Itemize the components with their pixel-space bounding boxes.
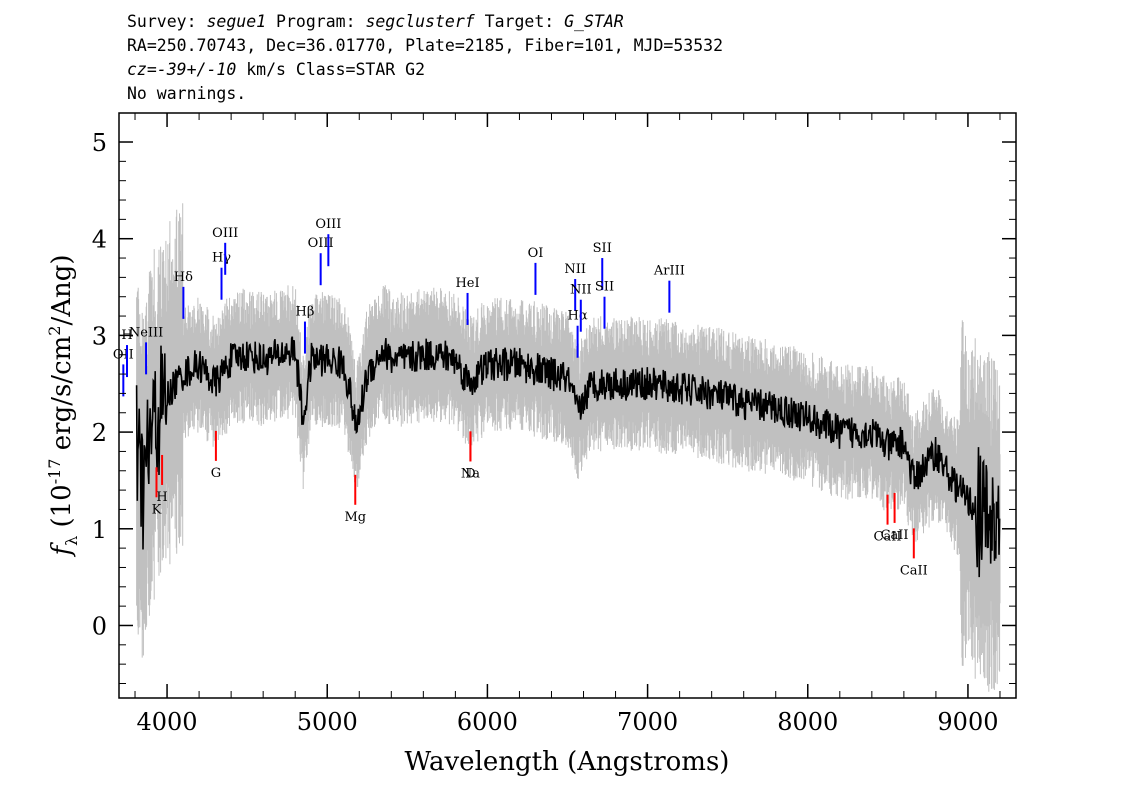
x-tick-label: 7000 (617, 708, 678, 736)
absorption-line-label: K (152, 502, 162, 517)
spectral-line-markers: OIIHNeIIIHδHγOIIIHβOIIIOIIIHeIOINIIHαNII… (113, 217, 928, 578)
emission-line-label: OIII (308, 236, 334, 251)
header-line-3: cz=-39+/-10 km/s Class=STAR G2 (127, 58, 1027, 82)
absorption-line-label: D (465, 466, 475, 481)
header-line-4: No warnings. (127, 84, 247, 103)
emission-line-label: Hβ (296, 305, 315, 320)
absorption-line-label: H (156, 490, 167, 505)
y-axis-exponent: -17 (45, 459, 64, 485)
flux-series (135, 336, 1001, 578)
y-tick-label: 0 (92, 612, 107, 640)
x-tick-label: 8000 (777, 708, 838, 736)
flux-line (135, 336, 1001, 578)
y-axis-end: /Ang) (47, 254, 77, 325)
emission-line-label: NeIII (129, 325, 163, 340)
emission-line-label: NII (570, 283, 592, 298)
absorption-line-label: Na (461, 466, 480, 481)
header-line-1: Survey: segue1 Program: segclusterf Targ… (127, 10, 1027, 34)
emission-line-label: NII (564, 262, 586, 277)
x-tick-label: 9000 (937, 708, 998, 736)
x-tick-label: 5000 (297, 708, 358, 736)
program-value: segclusterf (365, 12, 475, 31)
y-tick-label: 2 (92, 419, 107, 447)
survey-label: Survey: (127, 12, 207, 31)
y-axis-exponent-2: 2 (45, 326, 64, 336)
emission-line-label: OIII (212, 226, 238, 241)
absorption-line-label: CaII (881, 528, 909, 543)
y-axis-text-main: (10 (47, 484, 77, 536)
x-axis-title: Wavelength (Angstroms) (405, 747, 730, 777)
y-axis-symbol-sub: λ (62, 536, 81, 546)
emission-line-label: Hδ (174, 270, 193, 285)
y-axis-units: erg/s/cm (47, 336, 77, 459)
emission-line-label: Hα (568, 309, 588, 324)
axis-ticks: 4000 5000 6000 7000 8000 9000 0 1 2 3 4 5 (92, 113, 1016, 736)
absorption-line-label: CaII (874, 530, 902, 545)
x-tick-label: 4000 (137, 708, 198, 736)
emission-line-label: SII (593, 241, 612, 256)
absorption-line-label: Mg (344, 510, 366, 525)
absorption-line-label: CaII (900, 563, 928, 578)
y-tick-label: 3 (92, 322, 107, 350)
emission-line-label: HeI (455, 276, 479, 291)
absorption-line-label: G (211, 466, 221, 481)
y-tick-label: 4 (92, 226, 107, 254)
survey-value: segue1 (206, 12, 267, 31)
y-tick-label: 1 (92, 516, 107, 544)
target-label: Target: (474, 12, 565, 31)
y-tick-label: 5 (92, 129, 107, 157)
redshift-value: cz=-39+/-10 (127, 60, 237, 79)
emission-line-label: SII (595, 280, 614, 295)
class-text: km/s Class=STAR G2 (236, 60, 426, 79)
emission-line-label: OI (528, 246, 544, 261)
program-label: Program: (266, 12, 366, 31)
plot-frame (118, 112, 1017, 699)
y-axis-title: fλ (10-17 erg/s/cm2/Ang) (45, 254, 81, 557)
header-line-2: RA=250.70743, Dec=36.01770, Plate=2185, … (127, 36, 724, 55)
spectrum-header: Survey: segue1 Program: segclusterf Targ… (127, 10, 1027, 106)
emission-line-label: OIII (315, 217, 341, 232)
x-tick-label: 6000 (457, 708, 518, 736)
emission-line-label: ArIII (653, 264, 685, 279)
emission-line-label: Hγ (212, 251, 231, 266)
target-value: G_STAR (564, 12, 624, 31)
